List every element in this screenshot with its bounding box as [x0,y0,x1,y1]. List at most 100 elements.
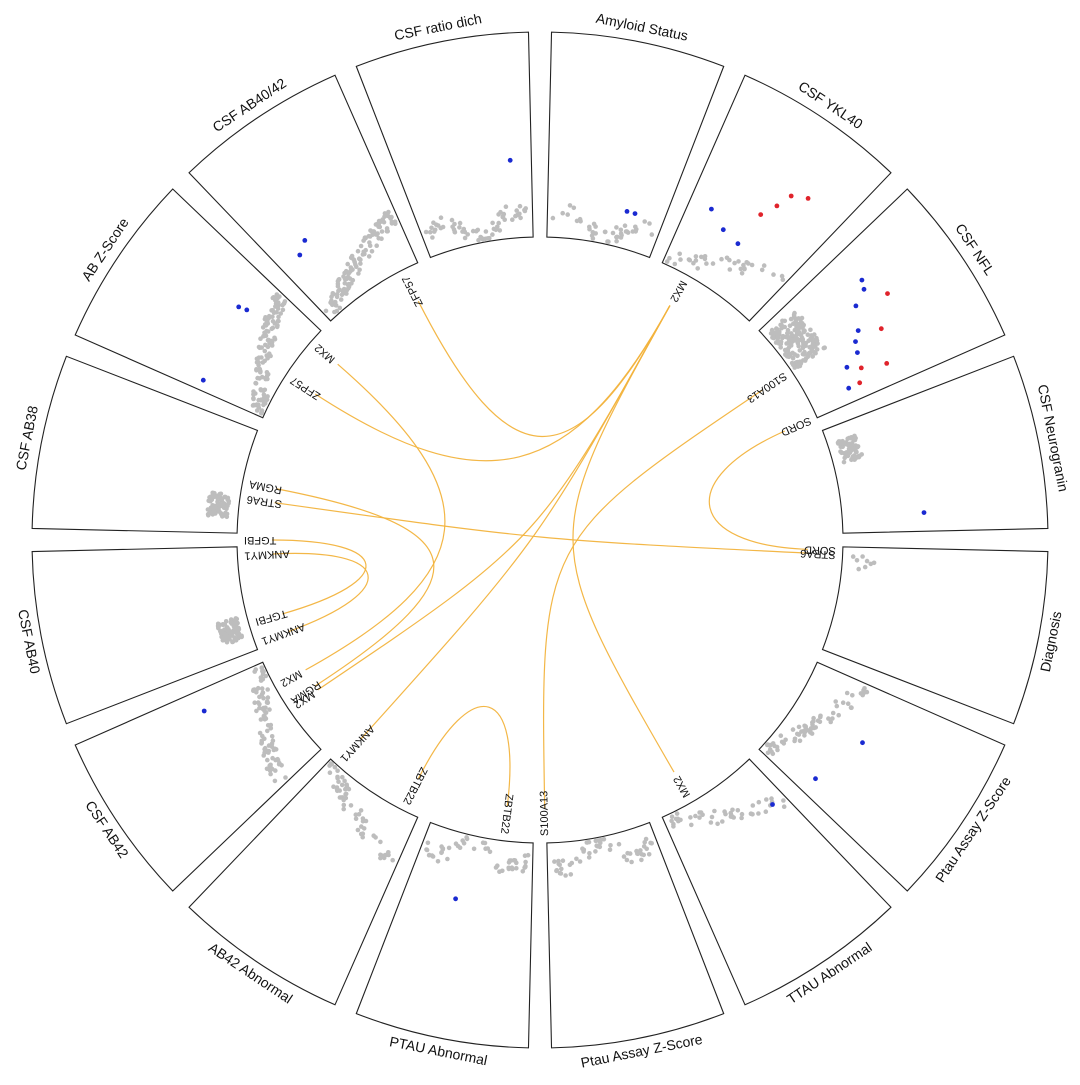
data-point [218,491,224,497]
data-point [644,846,649,852]
gene-label: SORD [779,414,813,438]
data-point [810,354,815,359]
data-point [263,398,269,403]
data-point [559,866,564,872]
data-point [263,315,268,320]
data-point [342,778,347,784]
data-point [691,260,696,266]
data-point [332,764,338,770]
data-point [457,225,462,230]
data-point [779,273,785,279]
sector-1: CSF YKL40 [661,74,892,322]
gene-label: SORD [804,543,836,556]
highlight-point [853,339,858,344]
data-point [826,716,831,721]
data-point [265,757,270,763]
data-point [699,254,704,260]
data-point [808,327,813,333]
data-point [476,237,481,243]
data-point [265,728,270,734]
data-point [802,723,807,729]
data-point [756,799,762,805]
data-point [259,686,265,691]
data-point [778,733,784,738]
data-point [260,733,265,739]
data-point [379,229,385,234]
data-point [264,328,269,334]
data-point [608,843,613,848]
data-point [276,761,282,767]
data-point [430,235,435,240]
link-MX2 [314,305,671,462]
data-point [625,230,631,235]
data-point [446,845,452,851]
data-point [343,786,348,792]
gene-label: ZBTB22 [400,765,429,806]
data-point [337,305,343,311]
gene-label: RGMA [248,478,283,496]
highlight-point [453,896,458,902]
data-point [455,843,461,849]
sector-6: TTAU Abnormal [661,758,892,1007]
data-point [339,292,345,298]
data-point [569,860,575,866]
gene-label: MX2 [278,667,304,688]
data-point [587,226,592,232]
data-point [806,338,811,344]
link-MX2 [317,305,671,691]
data-point [445,856,450,862]
data-point [798,317,803,323]
data-point [460,838,466,843]
data-point [781,804,787,809]
data-point [780,318,785,324]
highlight-point [735,241,741,247]
highlight-point [624,209,630,214]
data-point [783,351,788,357]
data-point [233,616,239,621]
data-point [719,256,724,262]
data-point [520,869,526,874]
data-point [272,778,278,784]
data-point [430,854,436,859]
data-point [810,342,815,348]
data-point [266,313,272,319]
data-point [808,726,814,731]
data-point [779,322,784,328]
sector-label: CSF AB38 [13,404,41,471]
data-point [649,232,655,237]
link-MX2 [572,305,675,773]
data-point [850,554,856,559]
data-point [672,261,678,267]
data-point [265,344,271,350]
data-point [374,243,380,248]
data-point [439,850,444,856]
data-point [497,869,502,874]
highlight-point [236,304,242,310]
data-point [781,798,786,803]
data-point [791,312,797,318]
data-point [362,251,367,257]
data-point [871,560,877,566]
data-point [748,811,754,816]
highlight-point [774,203,780,209]
data-point [593,231,598,236]
data-point [601,837,607,842]
highlight-point [770,802,775,807]
data-point [339,782,345,788]
data-point [567,203,573,208]
highlight-point [859,277,865,283]
data-point [556,861,561,867]
data-point [357,257,363,262]
data-point [589,233,595,238]
data-point [796,732,802,737]
data-point [616,841,622,847]
data-point [560,858,566,863]
data-point [377,224,383,230]
data-point [438,215,444,220]
data-point [739,271,745,276]
data-point [261,402,266,408]
data-point [664,259,670,264]
data-point [378,839,383,845]
data-point [769,327,775,333]
data-point [633,224,638,230]
